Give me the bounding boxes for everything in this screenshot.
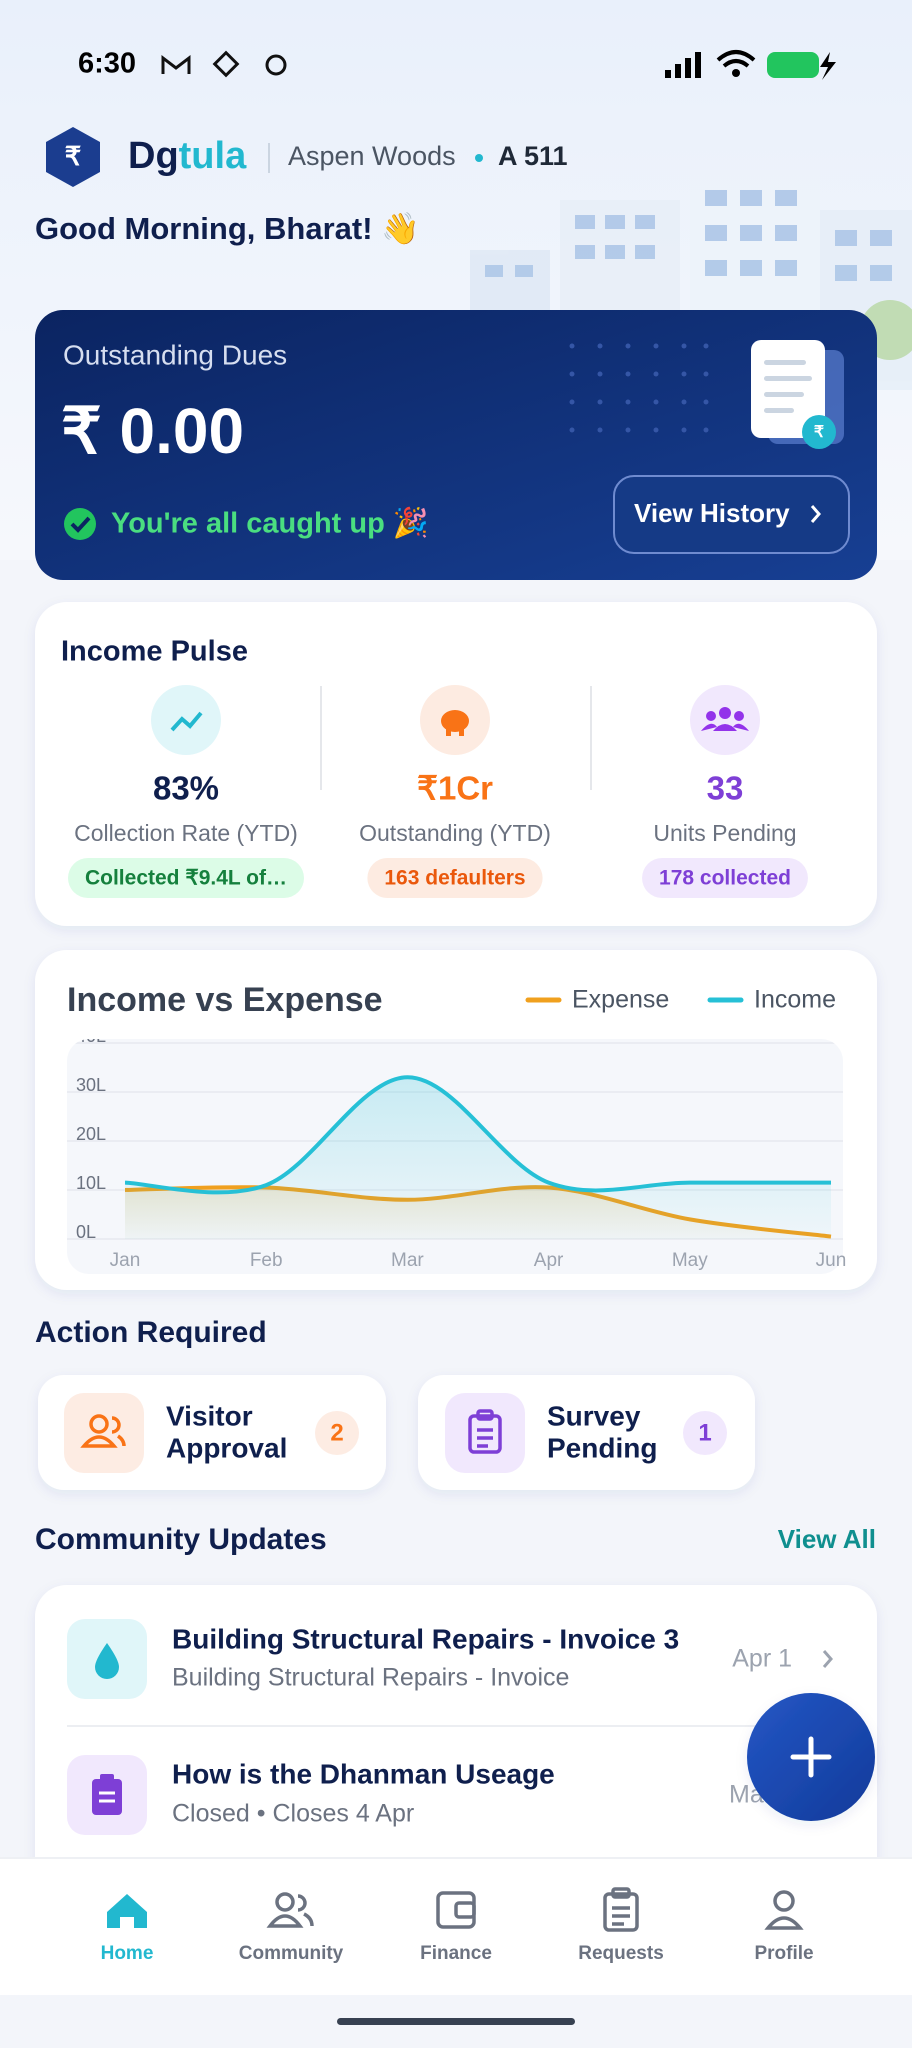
update-title[interactable]: Building Structural Repairs - Invoice 3	[172, 1623, 679, 1654]
plot: 0L 10L 20L 30L 40L	[67, 1026, 843, 1242]
dot	[475, 154, 483, 162]
survey-icon	[92, 1774, 122, 1815]
action-label: Approval	[166, 1432, 287, 1463]
dots-pattern	[569, 343, 709, 433]
stat-value: 83%	[153, 770, 219, 807]
action-label: Survey	[547, 1400, 641, 1431]
nav-label[interactable]: Home	[101, 1943, 154, 1964]
stat-pill	[642, 858, 808, 898]
unit-number: A 511	[498, 141, 568, 171]
brand-suffix: tula	[179, 135, 247, 177]
nav-label[interactable]: Requests	[578, 1943, 664, 1964]
status-app-icons	[161, 50, 287, 78]
survey-icon	[468, 1409, 502, 1454]
stat-label: Outstanding (YTD)	[359, 820, 551, 846]
dues-title: Outstanding Dues	[63, 339, 287, 370]
updates-card	[35, 1585, 877, 1905]
y-tick-label: 10L	[76, 1173, 106, 1193]
stat-pill-label: 178 collected	[659, 867, 791, 890]
stat-label: Units Pending	[653, 820, 796, 846]
legend-label: Expense	[572, 986, 669, 1014]
fab-button[interactable]	[747, 1693, 875, 1821]
x-tick-label: Mar	[391, 1250, 424, 1271]
stats-row: 83% Collection Rate (YTD) Collected ₹9.4L …	[67, 770, 808, 898]
stat-value: ₹1Cr	[417, 770, 493, 807]
x-tick-label: Apr	[534, 1250, 564, 1271]
button-label[interactable]: View History	[634, 498, 790, 528]
stat-icon	[151, 685, 221, 755]
chart: 0L 10L 20L 30L 40L Jan Feb Mar Apr May Jun Expense I…	[67, 986, 846, 1271]
x-tick-label: Jan	[110, 1250, 141, 1271]
x-tick-label: May	[672, 1250, 708, 1271]
view-all-link[interactable]: View All	[778, 1524, 876, 1554]
y-tick-label: 40L	[76, 1026, 106, 1046]
nav-label[interactable]: Profile	[754, 1943, 813, 1964]
home-icon[interactable]	[107, 1894, 147, 1928]
visitor-icon	[80, 1414, 126, 1448]
society-name: Aspen Woods	[288, 141, 456, 171]
stat-icon	[420, 685, 490, 755]
count: 1	[698, 1419, 711, 1446]
chart-title: Income vs Expense	[67, 981, 383, 1019]
count-badge	[315, 1411, 359, 1455]
action-icon	[445, 1393, 525, 1473]
brand-prefix: Dg	[128, 135, 179, 177]
stat-label: Collection Rate (YTD)	[74, 820, 298, 846]
action-label: Pending	[547, 1432, 657, 1463]
section-title: Community Updates	[35, 1523, 327, 1556]
section-title: Income Pulse	[61, 636, 248, 668]
update-title[interactable]: How is the Dhanman Useage	[172, 1758, 555, 1789]
y-tick-label: 30L	[76, 1075, 106, 1095]
view-history-button[interactable]: View History	[613, 475, 850, 554]
section-title: Action Required	[35, 1316, 267, 1349]
update-date: Apr 1	[732, 1645, 792, 1673]
status-time: 6:30	[78, 48, 136, 80]
greeting: Good Morning, Bharat! 👋	[35, 211, 420, 247]
check-badge	[64, 508, 96, 540]
income-pulse-card	[35, 602, 877, 926]
document-icon: ₹	[751, 340, 844, 449]
area	[125, 1077, 831, 1239]
x-tick-label: Feb	[250, 1250, 283, 1271]
svg-text:₹: ₹	[65, 141, 82, 171]
requests-icon[interactable]	[603, 1887, 639, 1932]
count-badge	[683, 1411, 727, 1455]
finance-icon[interactable]	[436, 1891, 476, 1929]
nav-label[interactable]: Finance	[420, 1943, 492, 1964]
profile-icon[interactable]	[764, 1890, 804, 1930]
stat-pill-label: 163 defaulters	[384, 867, 525, 890]
home-indicator	[337, 2018, 575, 2025]
community-icon[interactable]	[266, 1892, 314, 1928]
stat-pill	[67, 858, 305, 898]
line	[124, 1075, 831, 1195]
stat-pill	[367, 858, 543, 898]
dues-status: You're all caught up 🎉	[111, 506, 429, 541]
update-subtitle: Building Structural Repairs - Invoice	[172, 1664, 569, 1692]
stat-icon	[690, 685, 760, 755]
status-indicators	[665, 50, 836, 80]
x-tick-label: Jun	[816, 1250, 847, 1271]
water-icon	[95, 1643, 119, 1679]
brand-name: Dgtula	[128, 135, 247, 177]
update-subtitle: Closed • Closes 4 Apr	[172, 1800, 414, 1828]
brand-logo: ₹	[46, 127, 100, 187]
nav-label[interactable]: Community	[239, 1943, 344, 1964]
chevron	[822, 1650, 833, 1668]
stat-value: 33	[707, 770, 744, 807]
action-label: Visitor	[166, 1400, 253, 1431]
dues-amount: ₹ 0.00	[61, 395, 244, 467]
action-icon	[64, 1393, 144, 1473]
count: 2	[330, 1419, 343, 1446]
stat-pill-label: Collected ₹9.4L of…	[85, 867, 287, 890]
svg-text:₹: ₹	[814, 424, 824, 441]
y-tick-label: 20L	[76, 1124, 106, 1144]
legend-label: Income	[754, 986, 836, 1014]
y-tick-label: 0L	[76, 1222, 96, 1242]
nav-labels: Home Community Finance Requests Profile	[101, 1943, 814, 1964]
